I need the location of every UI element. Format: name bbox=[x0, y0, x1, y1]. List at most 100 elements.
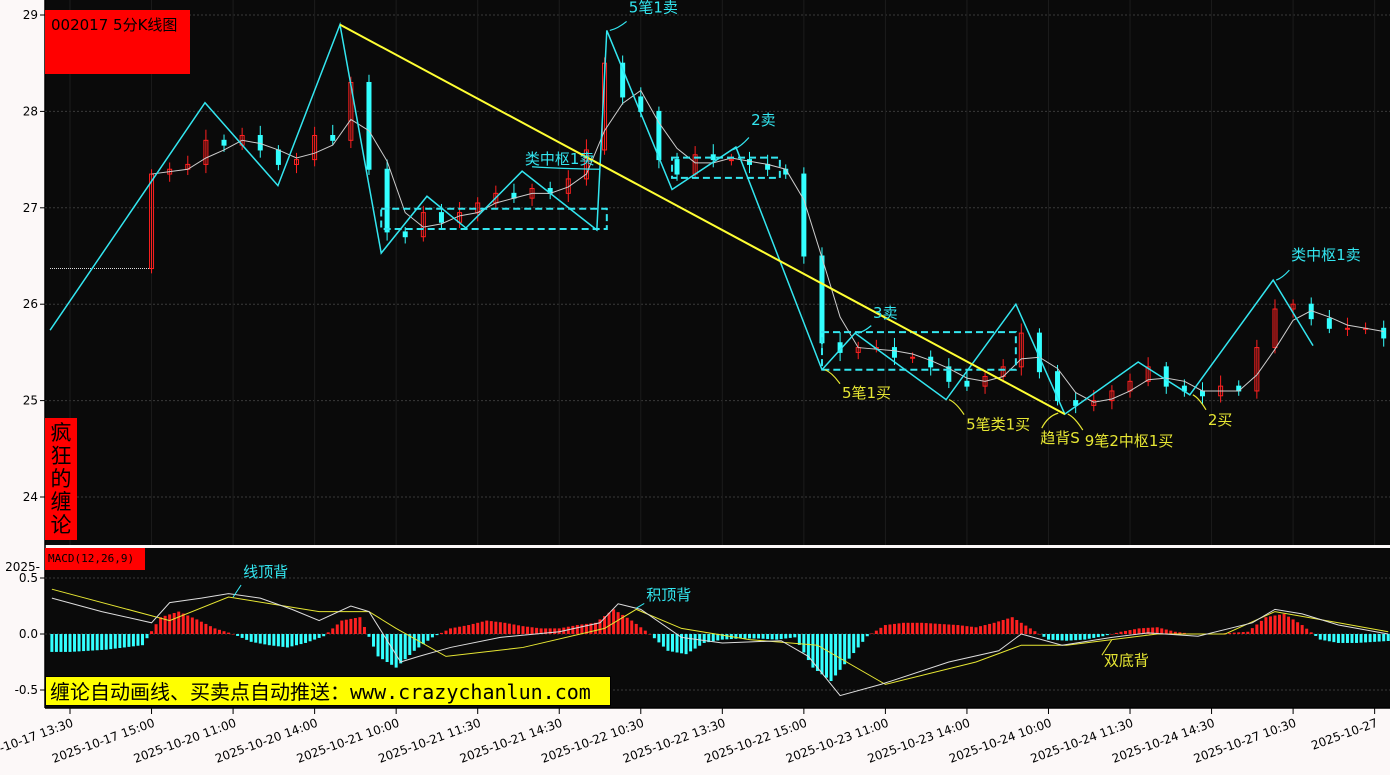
macd-histogram-bar bbox=[947, 624, 951, 634]
macd-histogram-bar bbox=[612, 609, 616, 634]
macd-histogram-bar bbox=[353, 618, 357, 634]
macd-histogram-bar bbox=[449, 628, 453, 634]
macd-histogram-bar bbox=[1083, 634, 1087, 640]
macd-histogram-bar bbox=[498, 622, 502, 634]
macd-histogram-bar bbox=[802, 634, 806, 653]
macd-histogram-bar bbox=[412, 634, 416, 651]
macd-histogram-bar bbox=[1078, 634, 1082, 640]
macd-histogram-bar bbox=[630, 620, 634, 634]
macd-histogram-bar bbox=[249, 634, 253, 642]
macd-histogram-bar bbox=[213, 628, 217, 634]
macd-histogram-bar bbox=[992, 622, 996, 634]
macd-histogram-bar bbox=[956, 625, 960, 634]
macd-histogram-bar bbox=[1278, 614, 1282, 634]
macd-histogram-bar bbox=[820, 634, 824, 675]
macd-histogram-bar bbox=[73, 634, 77, 652]
macd-histogram-bar bbox=[1169, 630, 1173, 634]
macd-histogram-bar bbox=[1250, 628, 1254, 634]
pivot-zone bbox=[820, 331, 1017, 371]
macd-histogram-bar bbox=[54, 634, 58, 652]
macd-histogram-bar bbox=[444, 630, 448, 634]
candle-down bbox=[402, 231, 408, 238]
candle-down bbox=[964, 380, 970, 387]
macd-histogram-bar bbox=[603, 616, 607, 634]
macd-histogram-bar bbox=[91, 634, 95, 651]
annotation-label: 5笔1卖 bbox=[629, 0, 678, 16]
macd-histogram-bar bbox=[933, 623, 937, 634]
macd-tick-label: 0.5 bbox=[19, 571, 38, 585]
macd-histogram-bar bbox=[666, 634, 670, 651]
macd-histogram-bar bbox=[847, 634, 851, 659]
macd-histogram-bar bbox=[598, 619, 602, 634]
macd-histogram-bar bbox=[403, 634, 407, 660]
macd-histogram-bar bbox=[997, 621, 1001, 634]
macd-histogram-bar bbox=[435, 634, 439, 636]
macd-histogram-bar bbox=[621, 614, 625, 634]
macd-histogram-bar bbox=[430, 634, 434, 638]
macd-histogram-bar bbox=[1332, 634, 1336, 643]
promo-banner[interactable]: 缠论自动画线、买卖点自动推送：www.crazychanlun.com bbox=[45, 676, 611, 706]
macd-histogram-bar bbox=[208, 626, 212, 634]
candle-down bbox=[819, 255, 825, 344]
macd-annotation-label: 积顶背 bbox=[646, 586, 691, 604]
price-tick-label: 29 bbox=[23, 8, 38, 22]
macd-histogram-bar bbox=[979, 626, 983, 634]
macd-histogram-bar bbox=[1368, 634, 1372, 643]
macd-histogram-bar bbox=[757, 634, 761, 639]
price-tick-label: 25 bbox=[23, 394, 38, 408]
macd-histogram-bar bbox=[471, 623, 475, 634]
candle-down bbox=[366, 81, 372, 170]
macd-histogram-bar bbox=[584, 623, 588, 634]
macd-histogram-bar bbox=[240, 634, 244, 638]
macd-cut-label: 2025- bbox=[5, 560, 40, 574]
macd-histogram-bar bbox=[1010, 617, 1014, 634]
macd-histogram-bar bbox=[988, 623, 992, 634]
macd-histogram-bar bbox=[63, 634, 67, 652]
macd-histogram-bar bbox=[376, 634, 380, 657]
macd-histogram-bar bbox=[1015, 620, 1019, 634]
macd-histogram-bar bbox=[752, 634, 756, 639]
macd-histogram-bar bbox=[154, 624, 158, 634]
macd-histogram-bar bbox=[766, 634, 770, 640]
macd-histogram-bar bbox=[109, 634, 113, 650]
macd-histogram-bar bbox=[145, 634, 149, 639]
macd-histogram-bar bbox=[911, 622, 915, 634]
macd-histogram-bar bbox=[1182, 632, 1186, 634]
macd-histogram-bar bbox=[1164, 629, 1168, 634]
annotation-label: 2买 bbox=[1208, 411, 1233, 429]
candle-down bbox=[801, 173, 807, 257]
annotation-label: 趋背S bbox=[1040, 429, 1080, 447]
macd-histogram-bar bbox=[1300, 625, 1304, 634]
macd-histogram-bar bbox=[340, 620, 344, 634]
macd-histogram-bar bbox=[258, 634, 262, 644]
macd-histogram-bar bbox=[657, 634, 661, 643]
macd-histogram-bar bbox=[716, 634, 720, 641]
macd-histogram-bar bbox=[924, 623, 928, 634]
macd-histogram-bar bbox=[476, 622, 480, 634]
macd-histogram-bar bbox=[806, 634, 810, 661]
macd-histogram-bar bbox=[1110, 634, 1114, 635]
macd-histogram-bar bbox=[245, 634, 249, 640]
macd-histogram-bar bbox=[150, 631, 154, 634]
macd-histogram-bar bbox=[344, 619, 348, 634]
candle-down bbox=[747, 159, 752, 165]
macd-histogram-bar bbox=[684, 634, 688, 655]
macd-histogram-bar bbox=[1237, 632, 1241, 634]
macd-histogram-bar bbox=[571, 625, 575, 634]
macd-histogram-bar bbox=[1228, 632, 1232, 634]
macd-histogram-bar bbox=[575, 625, 579, 634]
candle-down bbox=[1381, 327, 1387, 339]
candle-up bbox=[1272, 308, 1278, 349]
candle-down bbox=[257, 135, 263, 151]
macd-histogram-bar bbox=[362, 627, 366, 634]
macd-histogram-bar bbox=[231, 634, 235, 635]
macd-histogram-bar bbox=[539, 628, 543, 634]
candle-up bbox=[1290, 303, 1296, 310]
macd-histogram-bar bbox=[122, 634, 126, 648]
macd-histogram-bar bbox=[159, 617, 163, 634]
macd-histogram-bar bbox=[50, 634, 54, 652]
macd-histogram-bar bbox=[372, 634, 376, 647]
macd-histogram-bar bbox=[689, 634, 693, 652]
candle-up bbox=[312, 135, 318, 161]
